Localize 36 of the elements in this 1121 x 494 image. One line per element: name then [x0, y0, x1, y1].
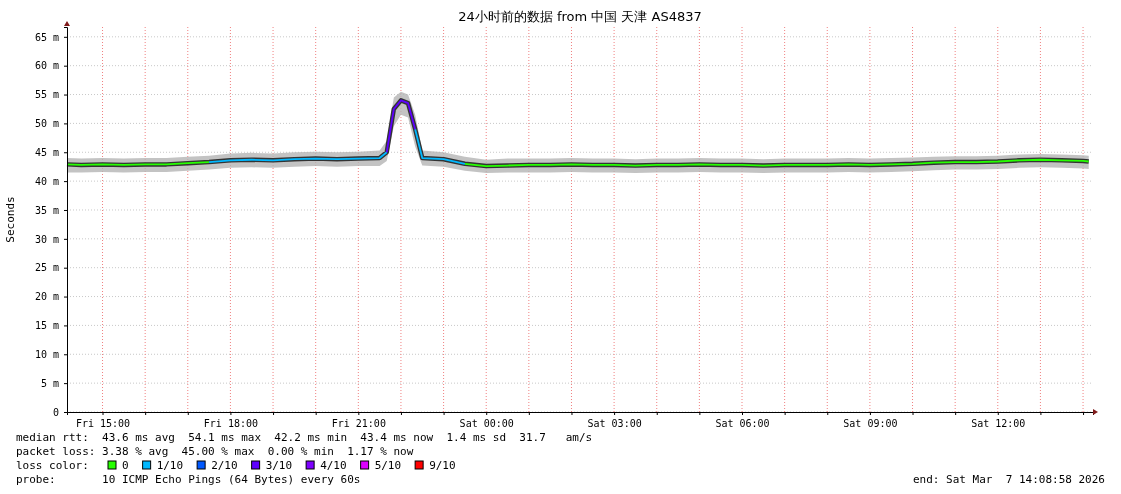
- y-tick-label: 25 m: [34, 262, 59, 274]
- y-tick-label: 35 m: [34, 204, 59, 216]
- x-tick-label: Fri 21:00: [331, 418, 386, 429]
- y-tick-label: 60 m: [34, 60, 59, 72]
- text: median rtt: 43.6 ms avg 54.1 ms max 42.2 ms min 43.4 ms now 1.4 ms sd 31.7 am/s: [16, 431, 593, 444]
- legend-title: loss color:: [16, 459, 89, 472]
- y-tick-label: 0: [52, 406, 59, 418]
- x-tick-label: Fri 18:00: [203, 418, 259, 429]
- y-tick-label: 15 m: [34, 320, 59, 332]
- legend-label: 2/10: [211, 459, 238, 472]
- y-tick-label: 30 m: [34, 233, 59, 245]
- y-tick-label: 5 m: [40, 377, 59, 389]
- y-tick-label: 50 m: [34, 118, 59, 130]
- y-tick-label: 10 m: [34, 348, 59, 360]
- legend-label: 3/10: [265, 459, 293, 472]
- x-tick-label: Sat 12:00: [971, 418, 1026, 429]
- y-tick-label: 20 m: [34, 291, 59, 303]
- x-tick-label: Fri 15:00: [75, 418, 131, 429]
- text: probe: 10 ICMP Echo Pings (64 Bytes) every 60s: [16, 473, 361, 486]
- y-tick-label: 45 m: [34, 146, 59, 158]
- legend-label: 5/10: [374, 459, 402, 472]
- text: end: Sat Mar 7 14:08:58 2026: [912, 473, 1105, 486]
- text: packet loss: 3.38 % avg 45.00 % max 0.00 % min 1.17 % now: [16, 445, 414, 458]
- x-tick-label: Sat 09:00: [843, 418, 898, 429]
- legend-label: 1/10: [156, 459, 184, 472]
- y-tick-label: 55 m: [34, 89, 59, 101]
- x-tick-label: Sat 06:00: [715, 418, 770, 429]
- x-tick-label: Sat 00:00: [459, 418, 514, 429]
- y-tick-label: 40 m: [34, 175, 59, 187]
- legend-label: 9/10: [429, 459, 456, 472]
- legend-label: 4/10: [320, 459, 347, 472]
- legend-label: 0: [122, 459, 129, 472]
- y-axis-title: Seconds: [4, 196, 17, 243]
- x-tick-label: Sat 03:00: [587, 418, 642, 429]
- chart-title: 24小时前的数据 from 中国 天津 AS4837: [458, 9, 702, 24]
- y-tick-label: 65 m: [34, 31, 59, 43]
